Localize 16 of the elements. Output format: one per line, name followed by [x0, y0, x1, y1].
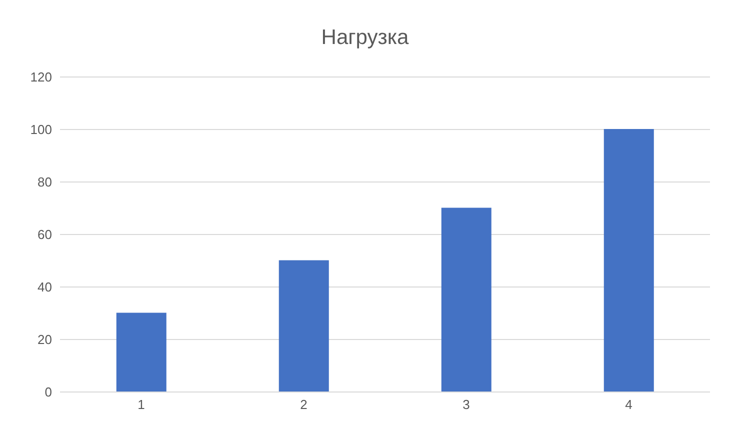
bar — [441, 208, 492, 392]
y-tick-label: 80 — [38, 174, 52, 190]
x-tick-label: 4 — [625, 397, 632, 412]
y-tick-label: 60 — [38, 227, 52, 242]
x-tick-label: 1 — [138, 397, 145, 412]
x-tick-label: 3 — [462, 397, 470, 412]
bar — [278, 260, 329, 392]
bar — [116, 312, 166, 392]
x-tick-label: 2 — [300, 397, 308, 412]
chart-title: Нагрузка — [320, 26, 410, 50]
y-tick-label: 100 — [30, 122, 52, 138]
y-tick-label: 0 — [44, 384, 52, 400]
bar — [604, 129, 654, 392]
y-tick-label: 120 — [30, 70, 52, 85]
y-tick-label: 20 — [38, 332, 52, 348]
y-tick-label: 40 — [38, 280, 52, 295]
